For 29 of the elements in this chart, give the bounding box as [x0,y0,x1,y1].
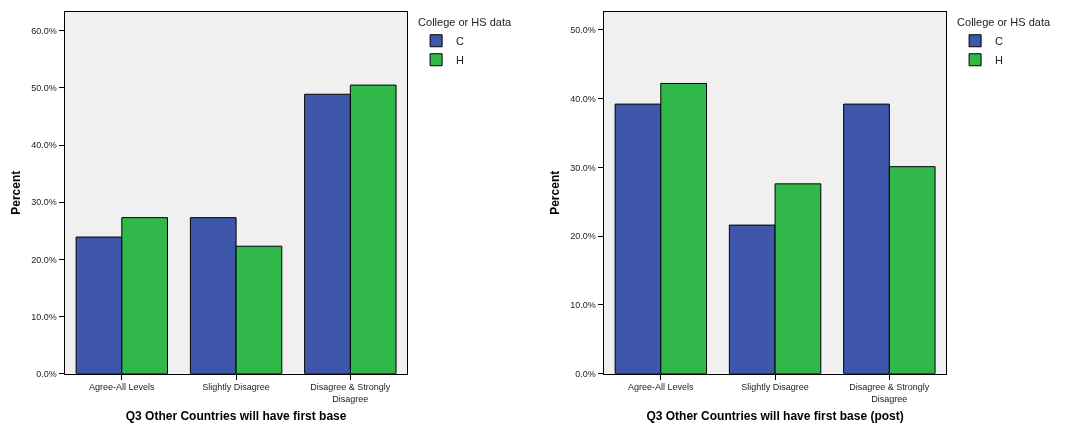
y-axis-title: Percent [547,170,562,215]
legend-title: College or HS data [957,16,1051,29]
x-tick-label: Agree-All Levels [628,382,695,393]
y-tick-label: 20.0% [570,231,596,242]
y-tick-label: 60.0% [31,25,57,36]
y-tick-label: 30.0% [31,197,57,208]
x-tick-label: Disagree & Strongly Disagree [849,382,930,405]
y-tick-label: 30.0% [570,162,596,173]
x-tick-label: Slightly Disagree [741,382,809,393]
y-tick-label: 0.0% [575,368,596,379]
legend-label: H [995,54,1004,67]
legend-title: College or HS data [418,16,512,29]
x-axis-title: Q3 Other Countries will have first base (post) [646,409,904,424]
legend-label: C [456,35,465,48]
x-tick-label: Agree-All Levels [89,382,156,393]
y-tick-label: 20.0% [31,254,57,265]
y-tick-label: 10.0% [570,300,596,311]
x-tick-label: Disagree & Strongly Disagree [310,382,391,405]
x-tick-label: Slightly Disagree [202,382,270,393]
legend-label: C [995,35,1004,48]
y-axis-title: Percent [8,170,23,215]
y-tick-label: 10.0% [31,311,57,322]
x-axis-title: Q3 Other Countries will have first base [125,409,347,424]
y-tick-label: 50.0% [570,24,596,35]
y-tick-label: 0.0% [36,368,57,379]
y-tick-label: 40.0% [31,140,57,151]
legend-label: H [456,54,465,67]
y-tick-label: 50.0% [31,83,57,94]
y-tick-label: 40.0% [570,93,596,104]
